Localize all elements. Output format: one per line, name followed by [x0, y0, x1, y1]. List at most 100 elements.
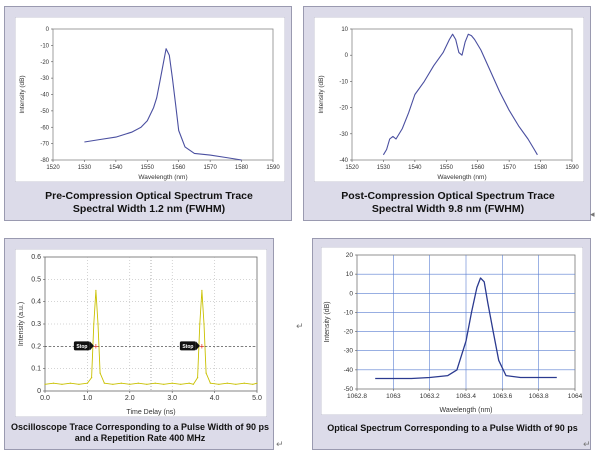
- data-point: [97, 323, 99, 325]
- data-point: [192, 383, 195, 385]
- caption-optical-spectrum: Optical Spectrum Corresponding to a Puls…: [313, 423, 592, 434]
- data-point: [205, 372, 207, 374]
- data-point: [201, 289, 203, 292]
- stop-marker-box: [179, 341, 196, 351]
- data-point: [86, 382, 89, 384]
- chart-oscilloscope: 0.0 1.0 2.0 3.0 4.0 5.0 0.6 0.5 0.4 0.3 0.2 0.1 0 Tim…: [15, 249, 267, 417]
- data-point: [44, 383, 46, 385]
- data-point: [93, 323, 95, 325]
- y-tick-label: -30: [339, 132, 348, 138]
- data-point: [129, 383, 131, 385]
- y-tick-label: -80: [40, 158, 49, 164]
- x-axis-label: Time Delay (ns): [126, 409, 175, 416]
- panel-optical-spectrum: 1062.8 1063 1063.2 1063.4 1063.6 1063.8 1064 20…: [312, 238, 591, 450]
- data-point: [209, 382, 212, 384]
- x-tick-label: 1.0: [83, 395, 93, 402]
- y-tick-label: 0.2: [31, 343, 41, 350]
- stop-marker-arrow: [89, 341, 94, 351]
- y-tick-label: -10: [339, 79, 348, 85]
- data-point: [196, 376, 199, 379]
- x-tick-label: 1590: [266, 165, 280, 171]
- x-tick-label: 1540: [408, 165, 422, 171]
- x-axis-label: Wavelength (nm): [138, 174, 187, 181]
- x-tick-label: 1063.6: [492, 393, 512, 400]
- x-tick-label: 1550: [440, 165, 454, 171]
- data-point: [203, 323, 205, 325]
- y-tick-label: -50: [344, 386, 354, 393]
- x-axis-label: Wavelength (nm): [437, 174, 486, 181]
- y-axis-label: Intensity (dB): [324, 301, 331, 342]
- caption-line: Optical Spectrum Corresponding to a Puls…: [327, 423, 578, 433]
- stop-marker-label: Stop: [182, 344, 193, 350]
- data-point: [243, 382, 245, 384]
- paragraph-mark: ↵: [296, 322, 304, 332]
- y-tick-label: 0.4: [31, 299, 41, 306]
- data-point: [199, 323, 201, 325]
- y-tick-label: -40: [339, 158, 348, 164]
- data-point: [112, 383, 114, 385]
- y-tick-label: -30: [40, 76, 49, 82]
- series-line: [375, 277, 557, 380]
- stop-marker-label: Stop: [76, 344, 87, 350]
- y-tick-label: 0.1: [31, 366, 41, 373]
- paragraph-mark: ◂: [590, 210, 595, 220]
- data-point: [99, 372, 101, 374]
- stop-marker-box: [73, 341, 90, 351]
- y-tick-label: -70: [40, 142, 49, 148]
- x-tick-label: 1570: [203, 165, 217, 171]
- chart-pre-compression: 1520 1530 1540 1550 1560 1570 1580 1590 0 -10 -20 -…: [15, 17, 285, 182]
- x-tick-label: 1540: [109, 165, 123, 171]
- data-point: [52, 382, 55, 384]
- data-point: [171, 382, 173, 384]
- data-point: [218, 383, 220, 385]
- chart-post-compression: 1520 1530 1540 1550 1560 1570 1580 1590 10 0 -10 -2…: [314, 17, 584, 182]
- caption-line: Spectral Width 1.2 nm (FWHM): [72, 203, 226, 215]
- x-tick-label: 1590: [565, 165, 579, 171]
- caption-line: Oscilloscope Trace Corresponding to a Pu…: [11, 422, 269, 432]
- x-tick-label: 1063.4: [456, 393, 476, 400]
- caption-line: Pre-Compression Optical Spectrum Trace: [45, 190, 253, 202]
- marker-cross: +: [93, 341, 98, 351]
- paragraph-mark: ↵: [583, 440, 591, 450]
- data-point: [95, 289, 97, 292]
- panel-oscilloscope: 0.0 1.0 2.0 3.0 4.0 5.0 0.6 0.5 0.4 0.3 0.2 0.1 0 Tim…: [4, 238, 274, 450]
- y-axis-label: Intensity (dB): [318, 75, 325, 113]
- panel-post-compression: 1520 1530 1540 1550 1560 1570 1580 1590 10 0 -10 -2…: [303, 6, 591, 221]
- y-tick-label: -50: [40, 109, 49, 115]
- x-tick-label: 2.0: [125, 395, 135, 402]
- y-tick-label: -60: [40, 125, 49, 131]
- paragraph-mark: ↵: [276, 440, 284, 450]
- x-tick-label: 4.0: [210, 395, 220, 402]
- caption-line: Post-Compression Optical Spectrum Trace: [341, 190, 555, 202]
- plot-area: [52, 28, 274, 161]
- y-tick-label: -10: [40, 43, 49, 49]
- panel-pre-compression: 1520 1530 1540 1550 1560 1570 1580 1590 0 -10 -20 -…: [4, 6, 292, 221]
- y-tick-label: 20: [346, 252, 354, 259]
- y-tick-label: 10: [346, 271, 354, 278]
- y-tick-label: 0.3: [31, 321, 41, 328]
- data-point: [146, 383, 148, 385]
- y-tick-label: 0: [349, 290, 353, 297]
- y-tick-label: 0: [37, 388, 41, 395]
- x-tick-label: 1530: [377, 165, 391, 171]
- x-tick-label: 3.0: [167, 395, 177, 402]
- data-point: [226, 382, 229, 384]
- caption-oscilloscope: Oscilloscope Trace Corresponding to a Pu…: [5, 422, 275, 444]
- series-line: [382, 33, 538, 156]
- y-tick-label: -40: [40, 93, 49, 99]
- y-tick-label: -10: [344, 309, 354, 316]
- x-tick-label: 1560: [172, 165, 186, 171]
- data-point: [163, 383, 165, 385]
- y-tick-label: 0.5: [31, 276, 41, 283]
- y-axis-label: Intensity (dB): [19, 75, 26, 113]
- y-axis-label: Intensity (a.u.): [18, 302, 25, 346]
- data-point: [90, 376, 93, 379]
- x-tick-label: 1063.2: [420, 393, 440, 400]
- x-tick-label: 1580: [534, 165, 548, 171]
- y-tick-label: -40: [344, 367, 354, 374]
- y-tick-label: 10: [341, 27, 348, 33]
- y-tick-label: 0: [46, 27, 50, 33]
- marker-cross: +: [199, 341, 204, 351]
- stop-marker-arrow: [195, 341, 200, 351]
- y-tick-label: -20: [344, 329, 354, 336]
